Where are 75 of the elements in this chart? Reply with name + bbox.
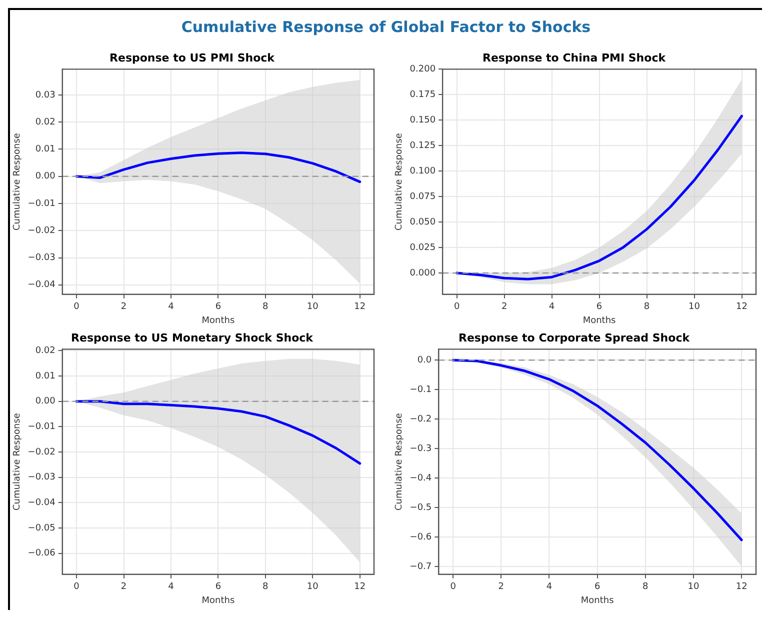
y-tick-label: −0.01 [28, 422, 56, 432]
x-tick-label: 2 [120, 582, 127, 592]
y-tick-label: 0.100 [410, 166, 436, 176]
y-tick-label: −0.1 [410, 384, 432, 395]
y-axis-title: Cumulative Response [394, 412, 405, 511]
x-axis-title: Months [580, 596, 614, 606]
x-tick-label: 2 [120, 302, 127, 312]
y-tick-label: 0.050 [410, 217, 436, 228]
x-tick-label: 12 [736, 302, 748, 312]
y-tick-label: −0.02 [28, 447, 56, 458]
x-tick-label: 12 [354, 582, 366, 592]
y-tick-label: 0.075 [410, 192, 436, 202]
y-axis-title: Cumulative Response [12, 412, 23, 511]
y-tick-label: −0.06 [28, 548, 56, 559]
x-tick-label: 0 [454, 302, 460, 312]
x-tick-label: 12 [354, 302, 366, 312]
y-tick-label: 0.01 [35, 371, 56, 382]
chart-title: Response to Corporate Spread Shock [458, 331, 690, 344]
y-tick-label: 0.0 [417, 355, 432, 366]
x-tick-label: 8 [262, 302, 269, 312]
x-tick-label: 6 [215, 302, 222, 312]
x-tick-label: 0 [74, 582, 80, 592]
y-tick-label: 0.02 [35, 117, 56, 128]
y-tick-label: −0.04 [28, 280, 56, 290]
y-tick-label: 0.02 [35, 346, 56, 356]
x-tick-label: 6 [596, 302, 602, 312]
y-tick-label: −0.01 [28, 198, 56, 209]
y-tick-label: −0.03 [28, 472, 56, 483]
y-tick-label: −0.2 [410, 414, 432, 424]
x-tick-label: 4 [168, 302, 174, 312]
y-tick-label: 0.150 [410, 115, 436, 126]
y-tick-label: 0.175 [410, 90, 436, 100]
y-tick-label: 0.000 [410, 268, 436, 278]
y-tick-label: 0.125 [410, 140, 436, 151]
text: Cumulative Response of Global Factor to Shocks [180, 18, 592, 36]
x-tick-label: 10 [306, 582, 319, 592]
y-tick-label: −0.02 [28, 226, 56, 236]
y-tick-label: 0.200 [410, 64, 436, 75]
x-tick-label: 4 [546, 582, 552, 592]
y-tick-label: 0.00 [35, 396, 56, 407]
x-tick-label: 4 [548, 302, 555, 312]
x-tick-label: 10 [688, 302, 700, 312]
chart-title: Response to US Monetary Shock Shock [71, 331, 314, 344]
x-tick-label: 8 [644, 302, 650, 312]
y-tick-label: −0.03 [28, 253, 56, 264]
x-tick-label: 6 [215, 582, 222, 592]
y-tick-label: −0.3 [410, 444, 432, 454]
x-tick-label: 8 [262, 582, 269, 592]
y-tick-label: 0.03 [35, 90, 56, 100]
y-axis-title: Cumulative Response [12, 132, 23, 231]
x-axis-title: Months [202, 596, 235, 606]
y-tick-label: 0.00 [35, 172, 56, 182]
x-axis-title: Months [202, 316, 235, 326]
y-tick-label: −0.6 [410, 532, 432, 542]
chart-title: Response to China PMI Shock [482, 51, 666, 64]
x-axis-title: Months [582, 316, 616, 326]
y-tick-label: −0.5 [410, 502, 432, 513]
x-tick-label: 12 [736, 582, 748, 592]
y-tick-label: 0.025 [410, 242, 436, 253]
x-tick-label: 2 [501, 302, 508, 312]
y-tick-label: 0.01 [35, 144, 56, 155]
x-tick-label: 0 [450, 582, 456, 592]
x-tick-label: 10 [688, 582, 700, 592]
y-axis-title: Cumulative Response [394, 132, 405, 231]
y-tick-label: −0.7 [410, 562, 432, 572]
y-tick-label: −0.05 [28, 523, 56, 534]
y-tick-label: −0.04 [28, 498, 56, 508]
chart-title: Response to US PMI Shock [110, 51, 276, 64]
x-tick-label: 4 [168, 582, 174, 592]
x-tick-label: 6 [594, 582, 600, 592]
x-tick-label: 2 [498, 582, 504, 592]
x-tick-label: 0 [74, 302, 80, 312]
x-tick-label: 10 [306, 302, 319, 312]
x-tick-label: 8 [642, 582, 649, 592]
y-tick-label: −0.4 [410, 473, 432, 484]
